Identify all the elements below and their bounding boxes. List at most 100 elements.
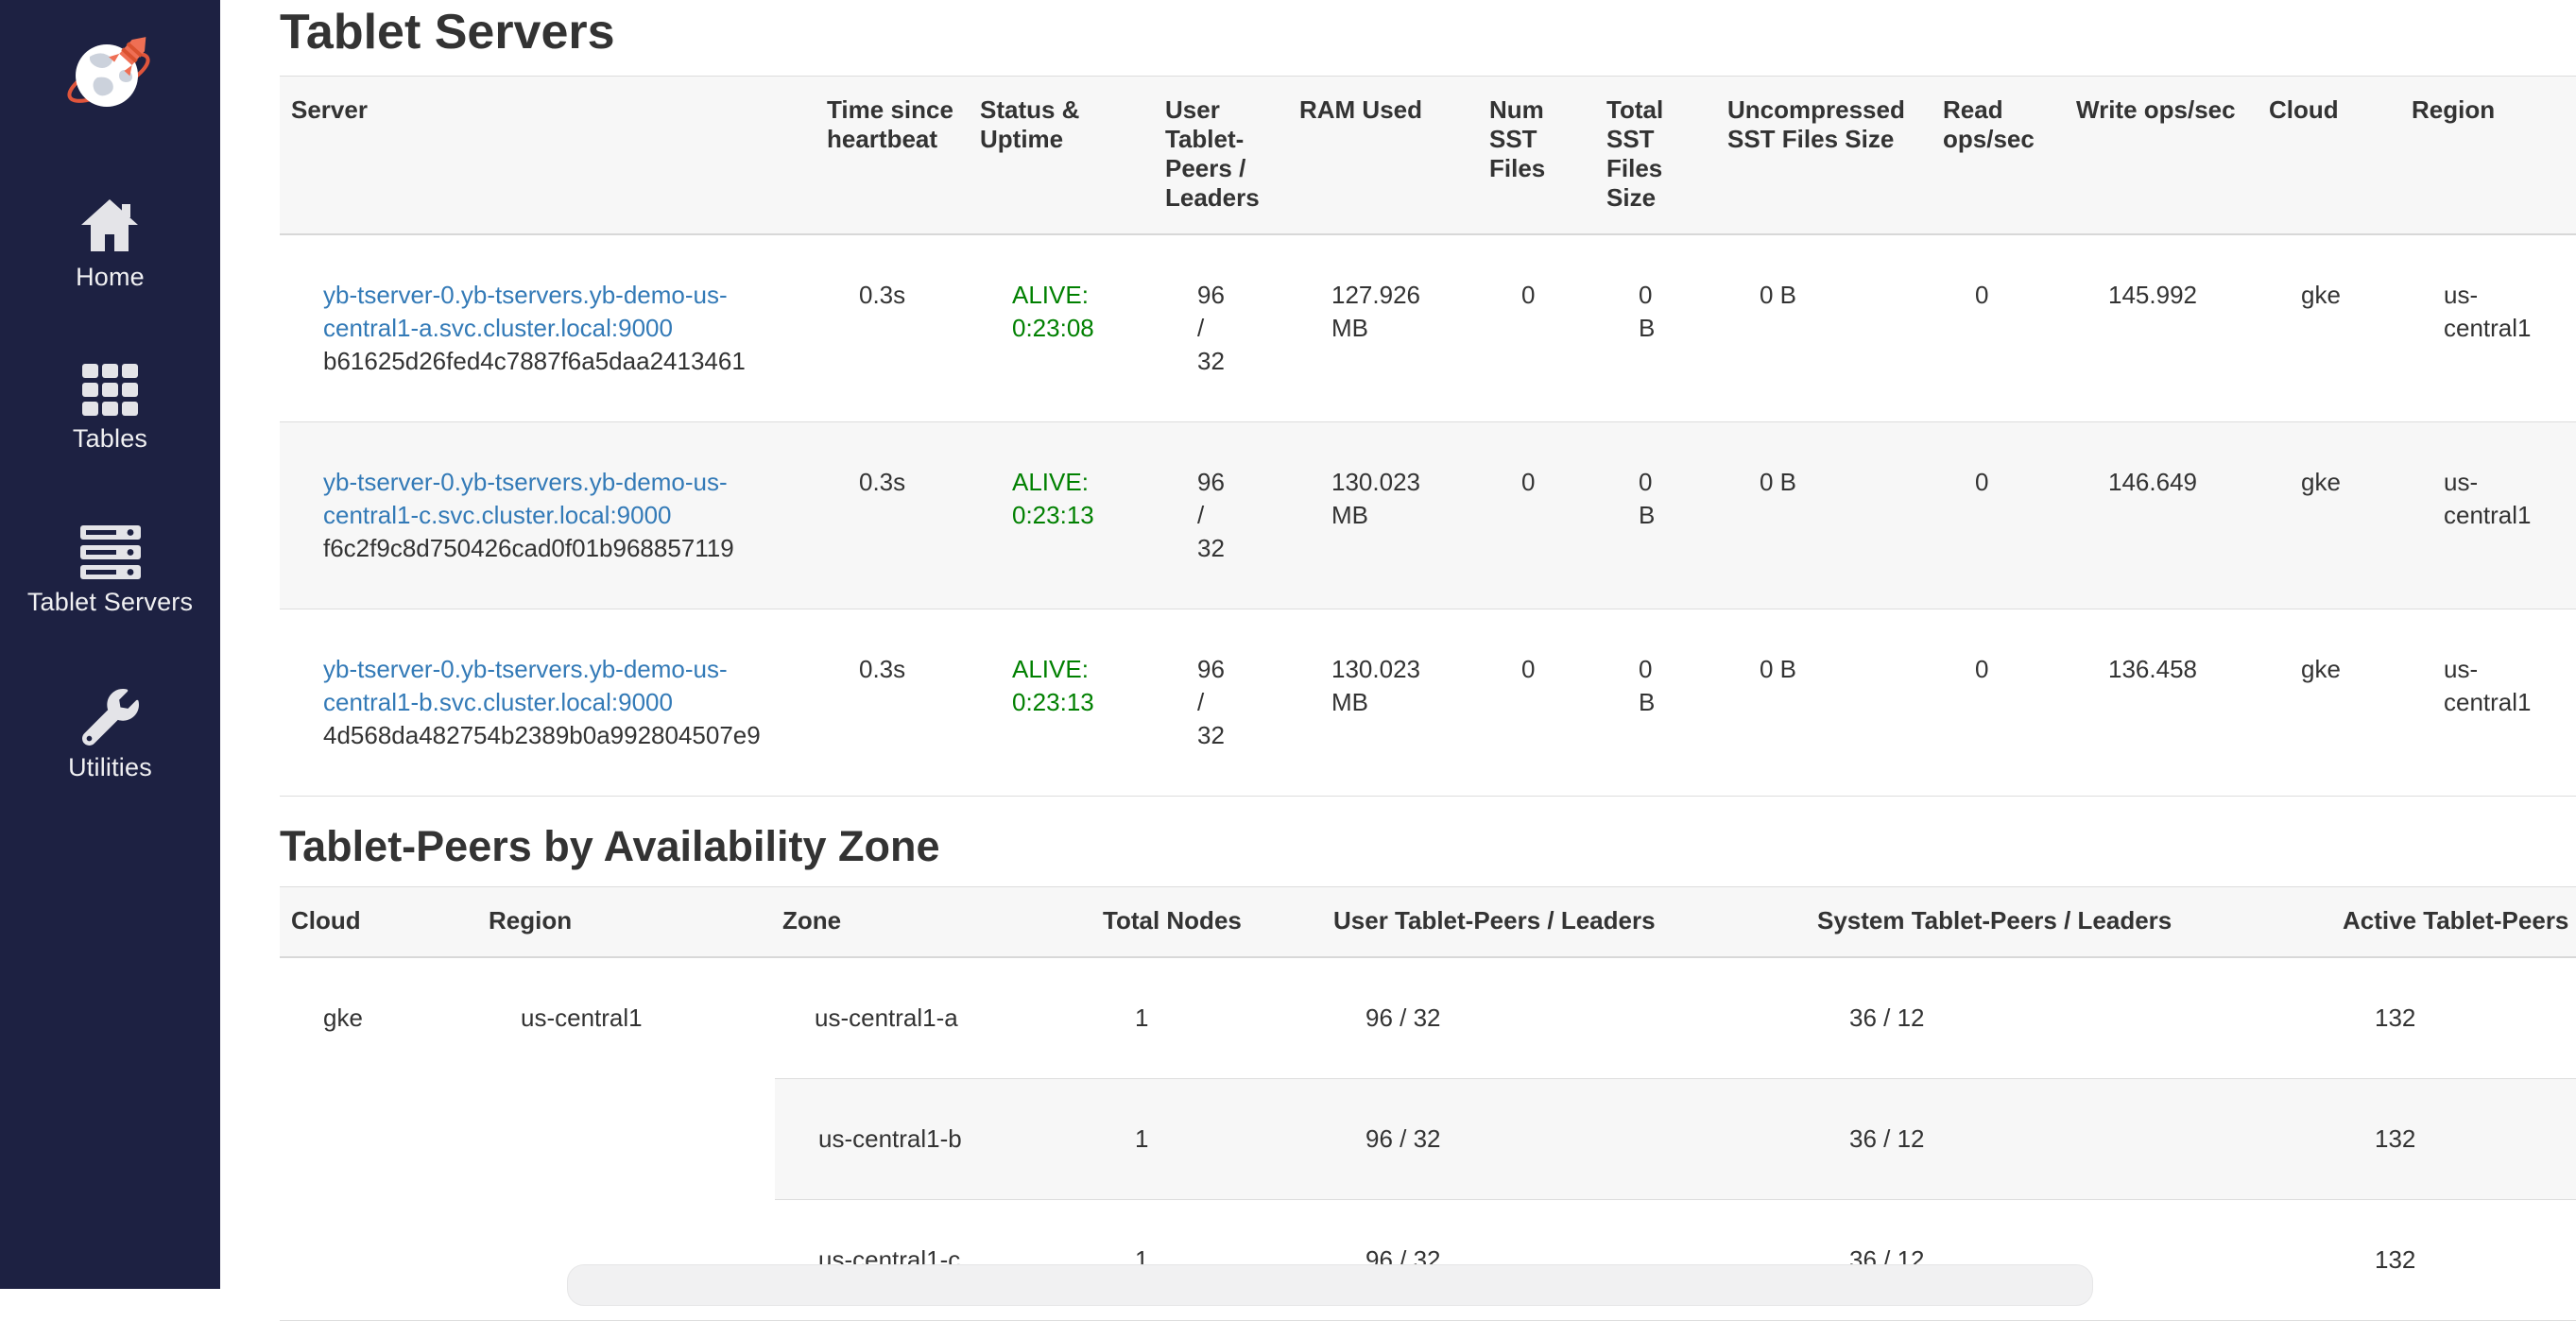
total-sst-size-cell: 0 B [1639, 281, 1656, 343]
col-header-read-ops: Read ops/sec [1943, 95, 2035, 154]
col-header-ram-used: RAM Used [1299, 95, 1423, 125]
tablet-peers-by-az-table: Cloud Region Zone Total Nodes User Table… [280, 886, 2576, 1321]
sidebar-item-home[interactable]: Home [76, 197, 145, 292]
user-peers-cell: 96 / 32 [1365, 1004, 1441, 1033]
user-tablet-peers-cell: 96 / 32 [1197, 655, 1225, 750]
system-peers-cell: 36 / 12 [1849, 1124, 1925, 1154]
status-cell: ALIVE: 0:23:08 [972, 234, 1158, 422]
yugabytedb-logo[interactable] [61, 28, 160, 119]
server-stack-icon [79, 525, 141, 579]
ram-used-cell: 127.926 MB [1331, 281, 1420, 343]
server-cell: yb-tserver-0.yb-tservers.yb-demo-us-cent… [280, 609, 819, 797]
col-header-write-ops: Write ops/sec [2076, 95, 2236, 125]
table-row: yb-tserver-0.yb-tservers.yb-demo-us-cent… [280, 609, 2576, 797]
system-peers-cell: 36 / 12 [1849, 1004, 1925, 1033]
col-header-user-peers: User Tablet-Peers / Leaders [1333, 906, 1656, 935]
status-cell: ALIVE: 0:23:13 [972, 609, 1158, 797]
active-peers-cell: 132 [2375, 1245, 2416, 1275]
user-tablet-peers-cell: 96 / 32 [1197, 468, 1225, 563]
write-ops-cell: 145.992 [2108, 281, 2197, 310]
sidebar: Home Tables [0, 0, 220, 1289]
active-peers-cell: 132 [2375, 1124, 2416, 1154]
sidebar-item-label: Tablet Servers [26, 588, 194, 616]
col-header-status-uptime: Status & Uptime [980, 95, 1080, 154]
ram-used-cell: 130.023 MB [1331, 655, 1420, 717]
wrench-icon [81, 689, 139, 746]
status-badge: ALIVE: 0:23:13 [1012, 468, 1094, 530]
cloud-cell: gke [2301, 281, 2341, 310]
zone-cell: us-central1-b [818, 1124, 962, 1154]
status-badge: ALIVE: 0:23:13 [1012, 655, 1094, 717]
read-ops-cell: 0 [1975, 468, 1989, 497]
server-uuid: 4d568da482754b2389b0a992804507e9 [323, 721, 761, 750]
cloud-cell: gke [2301, 655, 2341, 684]
zone-cell: us-central1-a [815, 1004, 958, 1033]
total-sst-size-cell: 0 B [1639, 655, 1656, 717]
cloud-cell: gke [2301, 468, 2341, 497]
col-header-total-sst-size: Total SST Files Size [1606, 95, 1664, 213]
col-header-region: Region [489, 906, 573, 935]
user-peers-cell: 96 / 32 [1365, 1124, 1441, 1154]
server-link[interactable]: yb-tserver-0.yb-tservers.yb-demo-us-cent… [323, 468, 728, 530]
col-header-uncompressed-sst: Uncompressed SST Files Size [1727, 95, 1905, 154]
server-link[interactable]: yb-tserver-0.yb-tservers.yb-demo-us-cent… [323, 655, 728, 717]
user-tablet-peers-cell: 96 / 32 [1197, 281, 1225, 376]
region-cell: us-central1 [2444, 468, 2532, 530]
total-nodes-cell: 1 [1135, 1124, 1149, 1154]
num-sst-files-cell: 0 [1521, 281, 1536, 310]
status-cell: ALIVE: 0:23:13 [972, 422, 1158, 609]
col-header-total-nodes: Total Nodes [1103, 906, 1242, 935]
heartbeat-cell: 0.3s [859, 281, 906, 310]
uncompressed-sst-cell: 0 B [1760, 468, 1797, 497]
server-uuid: b61625d26fed4c7887f6a5daa2413461 [323, 347, 746, 376]
col-header-active-peers: Active Tablet-Peers [2343, 906, 2569, 935]
col-header-system-peers: System Tablet-Peers / Leaders [1817, 906, 2172, 935]
write-ops-cell: 146.649 [2108, 468, 2197, 497]
tablet-servers-table-header: Server Time since heartbeat Status & Upt… [280, 76, 2576, 235]
sidebar-item-label: Utilities [68, 753, 152, 781]
sidebar-item-tablet-servers[interactable]: Tablet Servers [27, 525, 193, 617]
heartbeat-cell: 0.3s [859, 655, 906, 684]
section-title-tablet-peers-by-az: Tablet-Peers by Availability Zone [280, 822, 940, 871]
col-header-server: Server [291, 95, 368, 125]
col-header-region: Region [2412, 95, 2496, 125]
status-badge: ALIVE: 0:23:08 [1012, 281, 1094, 343]
region-cell: us-central1 [521, 1004, 643, 1033]
region-cell: us-central1 [2444, 655, 2532, 717]
sidebar-item-utilities[interactable]: Utilities [68, 689, 152, 782]
col-header-cloud: Cloud [2269, 95, 2339, 125]
num-sst-files-cell: 0 [1521, 468, 1536, 497]
server-link[interactable]: yb-tserver-0.yb-tservers.yb-demo-us-cent… [323, 281, 728, 343]
tablet-servers-table: Server Time since heartbeat Status & Upt… [280, 76, 2576, 798]
num-sst-files-cell: 0 [1521, 655, 1536, 684]
col-header-cloud: Cloud [291, 906, 361, 935]
home-icon [81, 199, 139, 251]
main-content: Tablet Servers Server Time since heartbe… [220, 0, 2576, 1321]
heartbeat-cell: 0.3s [859, 468, 906, 497]
uncompressed-sst-cell: 0 B [1760, 655, 1797, 684]
region-cell: us-central1 [2444, 281, 2532, 343]
sidebar-item-tables[interactable]: Tables [73, 364, 147, 454]
total-nodes-cell: 1 [1135, 1004, 1149, 1033]
write-ops-cell: 136.458 [2108, 655, 2197, 684]
server-cell: yb-tserver-0.yb-tservers.yb-demo-us-cent… [280, 422, 819, 609]
page-title: Tablet Servers [280, 5, 615, 60]
planet-rocket-icon [66, 37, 150, 107]
col-header-zone: Zone [782, 906, 842, 935]
table-row: yb-tserver-0.yb-tservers.yb-demo-us-cent… [280, 234, 2576, 422]
sidebar-nav: Home Tables [27, 197, 193, 782]
total-sst-size-cell: 0 B [1639, 468, 1656, 530]
col-header-heartbeat: Time since heartbeat [827, 95, 953, 154]
uncompressed-sst-cell: 0 B [1760, 281, 1797, 310]
server-uuid: f6c2f9c8d750426cad0f01b968857119 [323, 534, 734, 563]
col-header-num-sst-files: Num SST Files [1489, 95, 1546, 183]
sidebar-item-label: Home [76, 263, 145, 291]
server-cell: yb-tserver-0.yb-tservers.yb-demo-us-cent… [280, 234, 819, 422]
az-table-header: Cloud Region Zone Total Nodes User Table… [280, 886, 2576, 958]
read-ops-cell: 0 [1975, 655, 1989, 684]
ram-used-cell: 130.023 MB [1331, 468, 1420, 530]
horizontal-scrollbar-thumb[interactable] [567, 1264, 2093, 1306]
tables-grid-icon [81, 364, 138, 416]
active-peers-cell: 132 [2375, 1004, 2416, 1033]
